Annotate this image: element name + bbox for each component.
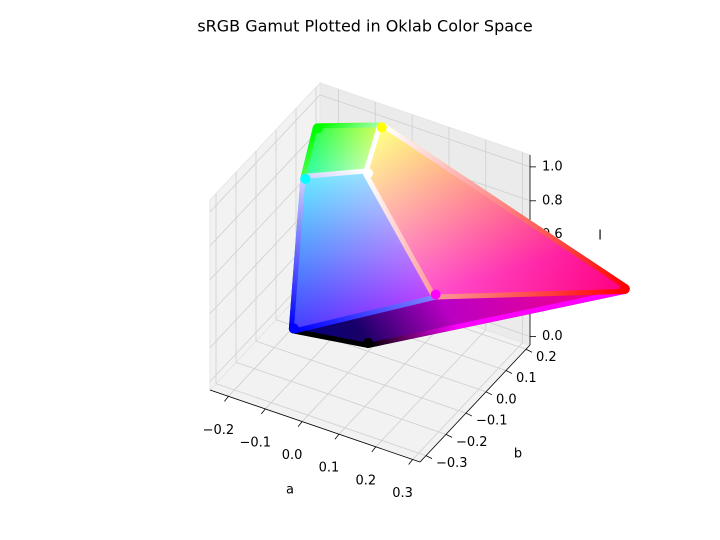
x-tick-label: 0.2 — [355, 473, 376, 488]
x-tick-label: 0.1 — [319, 461, 340, 476]
x-tick-label: 0.3 — [392, 486, 413, 501]
tick-mark — [260, 408, 266, 415]
tick-mark — [485, 391, 493, 396]
grid-line — [319, 94, 531, 168]
x-axis-line — [209, 389, 421, 463]
z-tick-label: 1.0 — [542, 159, 563, 174]
tick-mark — [445, 433, 453, 438]
y-tick-label: −0.1 — [476, 414, 508, 429]
gamut-point — [312, 123, 323, 134]
gamut-point — [300, 173, 311, 184]
grid-line — [215, 383, 427, 456]
tick-mark — [505, 370, 513, 374]
x-axis-label: a — [286, 483, 294, 498]
tick-mark — [224, 396, 229, 402]
x-tick-label: −0.2 — [203, 423, 235, 438]
gamut-face — [368, 127, 625, 295]
gamut-face — [293, 173, 436, 329]
gamut-face — [293, 288, 625, 343]
tick-mark — [408, 459, 413, 465]
y-axis-line — [419, 344, 531, 463]
tick-mark — [465, 412, 473, 417]
z-axis-label: l — [598, 229, 602, 244]
gamut-point — [288, 323, 299, 334]
grid-line — [209, 128, 321, 247]
gamut-point — [363, 168, 374, 179]
grid-line — [412, 342, 523, 460]
tick-mark — [297, 421, 303, 427]
grid-line — [338, 316, 450, 435]
y-tick-label: −0.3 — [436, 456, 468, 471]
y-tick-label: 0.2 — [536, 350, 557, 365]
x-tick-label: −0.1 — [239, 435, 271, 450]
tick-mark — [425, 455, 433, 459]
grid-line — [255, 340, 467, 414]
y-axis-label: b — [514, 447, 522, 462]
gamut-face — [305, 127, 382, 179]
y-tick-label: 0.1 — [516, 371, 537, 386]
grid-line — [235, 361, 447, 435]
gamut-point — [363, 337, 374, 348]
chart-title: sRGB Gamut Plotted in Oklab Color Space — [197, 17, 532, 36]
grid-line — [209, 94, 321, 213]
tick-mark — [525, 348, 533, 353]
z-tick-label: 0.8 — [542, 193, 563, 208]
z-tick-label: 0.0 — [542, 329, 563, 344]
gamut-point — [376, 122, 387, 133]
gamut-point — [619, 283, 630, 294]
y-tick-label: −0.2 — [456, 435, 488, 450]
y-tick-label: 0.0 — [496, 392, 517, 407]
grid-line — [375, 329, 487, 448]
x-tick-label: 0.0 — [282, 448, 303, 463]
tick-mark — [334, 433, 340, 440]
tick-mark — [371, 446, 377, 453]
gamut-point — [430, 289, 441, 300]
